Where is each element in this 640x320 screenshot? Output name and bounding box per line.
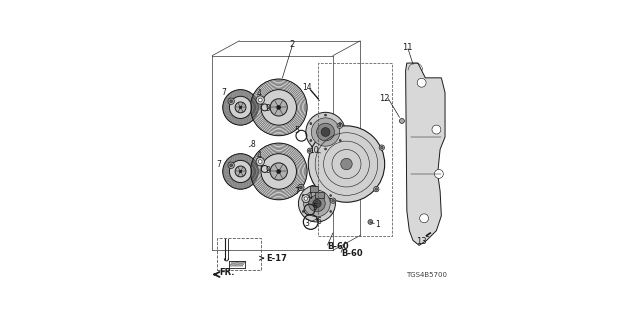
Text: 1: 1 bbox=[375, 220, 380, 229]
Circle shape bbox=[321, 128, 330, 136]
Bar bbox=[316, 192, 324, 197]
Circle shape bbox=[261, 154, 296, 189]
Circle shape bbox=[432, 125, 441, 134]
Circle shape bbox=[313, 199, 321, 208]
Circle shape bbox=[308, 149, 311, 152]
Text: 4: 4 bbox=[308, 192, 312, 201]
Circle shape bbox=[339, 140, 341, 141]
Circle shape bbox=[375, 188, 378, 190]
Text: 14: 14 bbox=[302, 83, 312, 92]
Bar bbox=[310, 186, 319, 192]
Circle shape bbox=[339, 123, 341, 124]
Circle shape bbox=[316, 187, 318, 188]
Text: 3: 3 bbox=[305, 219, 310, 228]
Text: 9: 9 bbox=[266, 104, 271, 113]
Circle shape bbox=[228, 98, 234, 104]
Polygon shape bbox=[406, 63, 445, 245]
Circle shape bbox=[256, 96, 264, 104]
Circle shape bbox=[417, 78, 426, 87]
Text: 4: 4 bbox=[257, 89, 262, 98]
Circle shape bbox=[307, 148, 312, 153]
Circle shape bbox=[330, 211, 332, 212]
Circle shape bbox=[330, 198, 336, 203]
Circle shape bbox=[308, 195, 325, 212]
Text: FR.: FR. bbox=[219, 268, 235, 277]
Circle shape bbox=[250, 143, 307, 200]
Circle shape bbox=[270, 99, 287, 116]
Circle shape bbox=[324, 114, 326, 116]
Circle shape bbox=[308, 126, 385, 202]
Text: 12: 12 bbox=[380, 94, 390, 103]
Text: 5: 5 bbox=[313, 203, 317, 212]
Text: 7: 7 bbox=[295, 187, 300, 196]
Circle shape bbox=[298, 184, 304, 191]
Circle shape bbox=[230, 160, 252, 182]
Circle shape bbox=[324, 148, 326, 150]
Circle shape bbox=[239, 106, 242, 109]
Circle shape bbox=[420, 214, 429, 223]
Circle shape bbox=[310, 123, 312, 124]
Circle shape bbox=[300, 186, 302, 189]
Text: 6: 6 bbox=[316, 218, 321, 227]
Circle shape bbox=[259, 160, 262, 164]
Circle shape bbox=[340, 158, 352, 170]
Circle shape bbox=[380, 146, 383, 149]
Circle shape bbox=[302, 195, 304, 196]
Circle shape bbox=[230, 164, 233, 167]
Circle shape bbox=[256, 157, 264, 166]
Bar bbox=[318, 63, 392, 236]
Text: E-17: E-17 bbox=[266, 254, 287, 263]
Circle shape bbox=[276, 105, 281, 109]
Circle shape bbox=[250, 79, 307, 136]
Circle shape bbox=[270, 163, 287, 180]
Circle shape bbox=[368, 220, 373, 224]
Circle shape bbox=[239, 170, 242, 173]
Circle shape bbox=[302, 195, 310, 203]
Bar bbox=[216, 238, 261, 270]
Circle shape bbox=[435, 170, 444, 178]
Text: 5: 5 bbox=[295, 126, 300, 135]
Circle shape bbox=[374, 187, 379, 192]
Text: B-60: B-60 bbox=[328, 242, 349, 251]
Circle shape bbox=[337, 123, 342, 128]
Circle shape bbox=[223, 154, 259, 189]
Circle shape bbox=[316, 219, 318, 220]
Text: 9: 9 bbox=[266, 166, 271, 175]
Circle shape bbox=[330, 195, 332, 196]
Circle shape bbox=[399, 118, 404, 124]
Circle shape bbox=[259, 98, 262, 102]
Circle shape bbox=[306, 112, 345, 152]
Text: 2: 2 bbox=[290, 40, 295, 49]
Text: 8: 8 bbox=[250, 140, 255, 149]
Text: 7: 7 bbox=[216, 160, 221, 169]
Text: 10: 10 bbox=[310, 146, 319, 155]
Text: 7: 7 bbox=[221, 88, 227, 97]
Circle shape bbox=[228, 162, 234, 169]
Text: 4: 4 bbox=[257, 151, 262, 160]
Circle shape bbox=[317, 123, 335, 141]
Circle shape bbox=[235, 102, 246, 113]
Circle shape bbox=[302, 211, 304, 212]
Text: B-60: B-60 bbox=[341, 250, 363, 259]
Circle shape bbox=[261, 90, 296, 125]
Circle shape bbox=[339, 124, 341, 127]
Circle shape bbox=[235, 166, 246, 177]
Text: TGS4B5700: TGS4B5700 bbox=[406, 272, 447, 278]
Circle shape bbox=[276, 169, 281, 174]
Circle shape bbox=[230, 100, 233, 103]
Circle shape bbox=[298, 185, 335, 222]
Text: 11: 11 bbox=[401, 43, 412, 52]
Circle shape bbox=[379, 145, 385, 150]
Circle shape bbox=[311, 118, 340, 146]
Circle shape bbox=[230, 96, 252, 118]
Text: 13: 13 bbox=[416, 237, 427, 246]
Circle shape bbox=[310, 140, 312, 141]
Circle shape bbox=[303, 190, 330, 217]
Circle shape bbox=[223, 90, 259, 125]
Circle shape bbox=[332, 199, 335, 202]
Circle shape bbox=[304, 197, 308, 200]
